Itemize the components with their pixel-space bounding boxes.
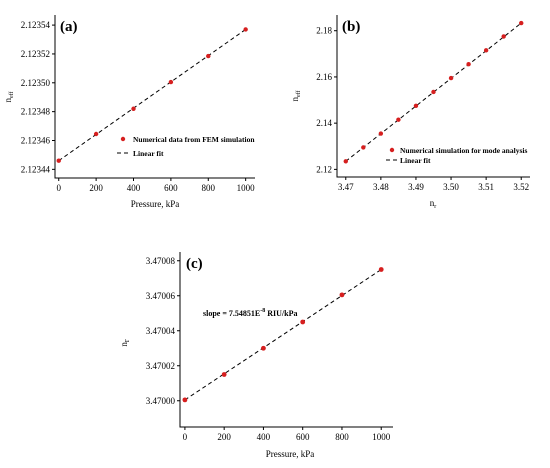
- fit-lines-a: [58, 29, 246, 162]
- fit-line-a: [58, 29, 246, 162]
- y-tick-label-b: 2.16: [316, 72, 332, 82]
- y-tick-label-a: 2.12352: [21, 49, 50, 59]
- panel-c: 0 200 400 600 800 1000 3.470003.470023.470043…: [119, 252, 393, 459]
- fit-line-c: [184, 269, 382, 401]
- axis-b-frame: [336, 15, 530, 178]
- slope-annotation: slope = 7.54851E-8 RIU/kPa: [203, 308, 297, 318]
- y-tick-label-a: 2.12354: [21, 20, 51, 30]
- data-point-b: [501, 34, 506, 39]
- data-point-b: [431, 89, 436, 95]
- x-tick-label-b: 3.47: [338, 182, 354, 192]
- y-ticks-c: 3.47000 3.47002 3.47004 3.47006 3.47008: [146, 256, 180, 406]
- data-point-a: [243, 27, 248, 32]
- data-point-c: [378, 267, 384, 272]
- panel-label-a: (a): [60, 19, 78, 35]
- plot-a-area: [54, 15, 255, 179]
- x-tick-label-c: 200: [217, 432, 231, 442]
- legend-b-label-2: Linear fit: [400, 156, 431, 165]
- y-tick-label-b: 2.18: [316, 26, 332, 36]
- x-tick-label-a: 400: [127, 183, 141, 193]
- x-tick-label-a: 600: [164, 183, 178, 193]
- panel-b: 3.47 3.48 3.49 3.50 3.51 3.52 2.122.142.162.1…: [290, 15, 530, 210]
- x-tick-label-c: 400: [257, 432, 271, 442]
- fit-lines-c: [184, 269, 382, 401]
- data-point-b: [343, 159, 348, 164]
- y-ticks-a: 2.12344 2.12346 2.12348 2.12350 2.12352 2.123…: [21, 20, 55, 174]
- data-point-a: [206, 53, 211, 59]
- y-tick-label-c: 3.47002: [146, 361, 175, 371]
- points-b: [343, 20, 524, 164]
- data-point-b: [483, 48, 489, 53]
- y-tick-label-a: 2.12350: [21, 78, 51, 88]
- x-axis-title-b: nr: [430, 198, 437, 210]
- data-point-c: [339, 292, 345, 298]
- y-tick-label-b: 2.14: [316, 118, 332, 128]
- legend-b-point-marker: [389, 147, 395, 153]
- x-tick-label-a: 1000: [237, 183, 256, 193]
- x-tick-label-c: 800: [335, 432, 349, 442]
- legend-a-point-marker: [120, 136, 126, 142]
- x-ticks-a: 0 200 400 600 800 1000: [56, 178, 255, 193]
- data-point-b: [448, 75, 454, 81]
- data-point-b: [396, 117, 401, 122]
- x-tick-label-b: 3.52: [513, 182, 529, 192]
- panel-label-b: (b): [342, 19, 360, 35]
- data-point-a: [56, 158, 61, 163]
- y-tick-label-a: 2.12348: [21, 107, 51, 117]
- x-tick-label-c: 600: [296, 432, 310, 442]
- data-point-b: [361, 145, 366, 150]
- legend-a-label-1: Numerical data from FEM simulation: [133, 135, 255, 144]
- y-axis-title-a: neff: [3, 91, 15, 102]
- x-ticks-b: 3.47 3.48 3.49 3.50 3.51 3.52: [338, 177, 529, 192]
- y-tick-label-c: 3.47006: [146, 291, 176, 301]
- y-tick-label-c: 3.47004: [146, 326, 176, 336]
- data-point-b: [413, 103, 419, 109]
- y-tick-label-a: 2.12346: [21, 135, 51, 145]
- legend-a-label-2: Linear fit: [133, 149, 164, 158]
- x-tick-label-a: 200: [89, 183, 103, 193]
- axis-c-frame: [179, 252, 393, 428]
- x-axis-title-a: Pressure, kPa: [131, 199, 180, 209]
- data-point-c: [300, 319, 306, 325]
- x-tick-label-b: 3.48: [373, 182, 389, 192]
- data-point-a: [93, 131, 99, 137]
- x-tick-label-a: 800: [202, 183, 216, 193]
- y-tick-label-c: 3.47000: [146, 396, 176, 406]
- legend-b-label-1: Numerical simulation for mode analysis: [400, 146, 527, 155]
- fit-lines-b: [345, 22, 522, 162]
- x-tick-label-b: 3.49: [408, 182, 424, 192]
- x-axis-title-c: Pressure, kPa: [266, 449, 315, 459]
- legend-b: Numerical simulation for mode analysis L…: [386, 146, 527, 165]
- panel-a: 0 200 400 600 800 1000 2.123442.123462.123482…: [3, 15, 255, 209]
- data-point-c: [261, 345, 266, 351]
- data-point-b: [466, 62, 471, 67]
- x-tick-label-c: 1000: [372, 432, 391, 442]
- y-axis-title-b: neff: [290, 90, 302, 101]
- data-point-a: [168, 79, 174, 85]
- data-point-b: [378, 131, 384, 136]
- x-tick-label-b: 3.50: [443, 182, 459, 192]
- legend-a: Numerical data from FEM simulation Linea…: [117, 135, 255, 158]
- data-point-c: [182, 397, 188, 403]
- fit-line-b: [345, 22, 522, 162]
- points-c: [182, 267, 384, 403]
- data-point-a: [131, 106, 136, 111]
- data-point-c: [221, 372, 227, 377]
- y-ticks-b: 2.12 2.14 2.16 2.18: [316, 26, 337, 174]
- y-axis-title-c: nr: [119, 339, 131, 347]
- data-point-b: [519, 20, 524, 26]
- x-ticks-c: 0 200 400 600 800 1000: [183, 427, 391, 442]
- points-a: [56, 27, 248, 163]
- y-tick-label-c: 3.47008: [146, 256, 176, 266]
- x-tick-label-b: 3.51: [478, 182, 494, 192]
- y-tick-label-a: 2.12344: [21, 164, 51, 174]
- axis-a-frame: [54, 15, 255, 179]
- y-tick-label-b: 2.12: [316, 164, 332, 174]
- x-tick-label-a: 0: [56, 183, 61, 193]
- x-tick-label-c: 0: [183, 432, 188, 442]
- panel-label-c: (c): [186, 256, 203, 272]
